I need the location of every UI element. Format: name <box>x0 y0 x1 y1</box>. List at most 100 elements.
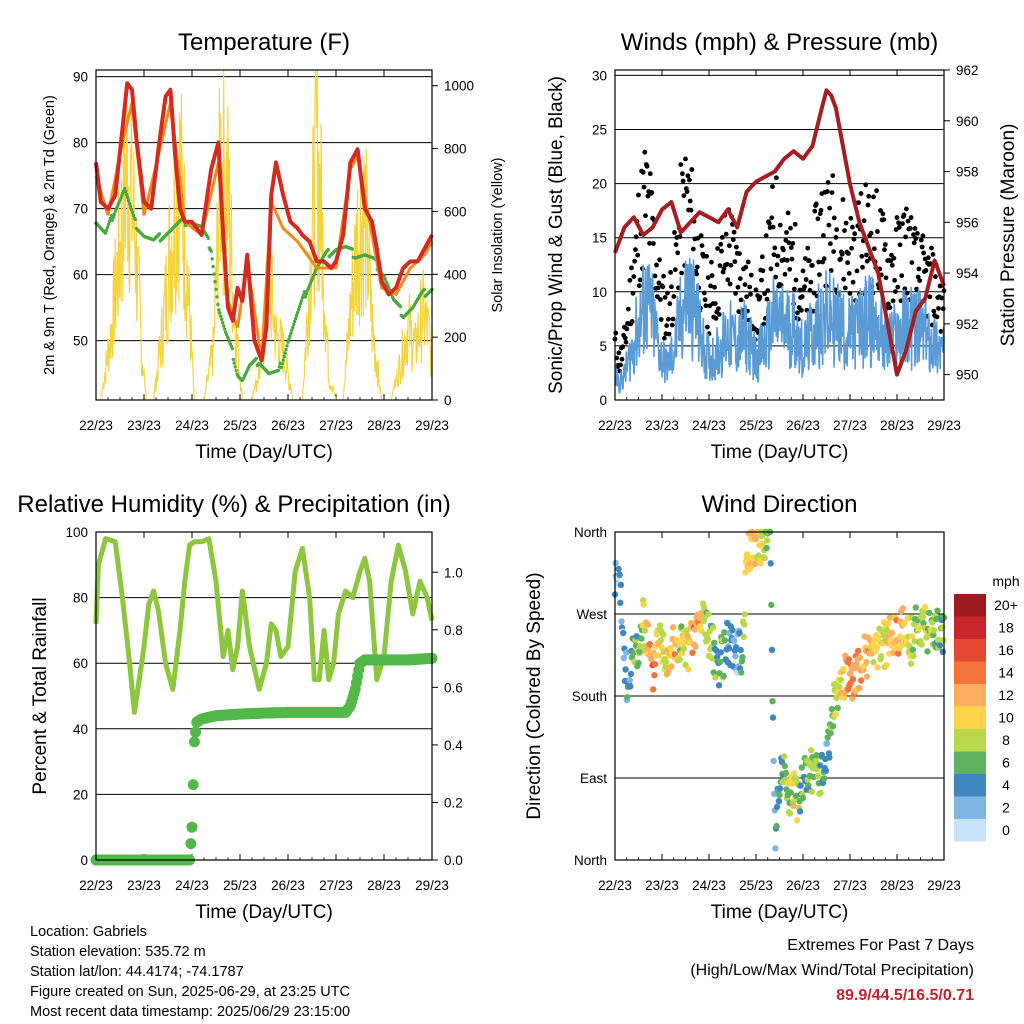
panel1-dewpoint-point <box>214 287 218 291</box>
panel2-gust-point <box>850 224 855 230</box>
panel1-series-temp9m <box>94 102 434 361</box>
panel2-gust-point <box>712 301 718 306</box>
panel2-gust-point <box>882 247 887 253</box>
panel4-direction-point <box>705 610 712 618</box>
panel4-direction-point <box>909 646 917 653</box>
panel1-dewpoint-point <box>291 325 295 330</box>
panel1-dewpoint-point <box>290 328 294 332</box>
panel4-direction-point <box>761 554 768 562</box>
panel2-gust-point <box>738 297 744 303</box>
panel1-dewpoint-point <box>219 314 223 318</box>
panel2-gust-point <box>636 192 641 198</box>
panel4-direction-point <box>849 676 857 683</box>
panel4-direction-point <box>651 672 658 679</box>
panel3-xtick-label: 29/23 <box>415 878 449 893</box>
panel2-gust-point <box>825 180 831 185</box>
panel2-gust-point <box>899 273 905 279</box>
panel2-gust-point <box>737 276 743 281</box>
panel2-gust-point <box>880 211 886 217</box>
panel1-dewpoint-point <box>299 299 304 303</box>
panel2-gust-point <box>900 221 905 227</box>
panel3-y2tick-label: 0.6 <box>444 680 463 695</box>
panel2-gust-point <box>665 290 670 296</box>
panel1-dewpoint-point <box>288 334 292 338</box>
panel2-gust-point <box>652 273 658 279</box>
panel2-gust-point <box>883 275 889 281</box>
panel2-gust-point <box>699 243 705 249</box>
panel1-dewpoint-point <box>276 368 281 373</box>
panel2-gust-point <box>826 222 832 228</box>
panel2-gust-point <box>687 177 692 183</box>
panel2-gust-point <box>748 272 754 278</box>
panel2-gust-point <box>616 350 622 356</box>
panel4-direction-point <box>644 621 652 628</box>
panel2-gust-point <box>689 167 695 172</box>
panel1-ytick-label: 90 <box>73 70 88 85</box>
panel1-dewpoint-point <box>206 236 210 240</box>
panel2-gust-point <box>747 284 753 290</box>
panel2-gust-point <box>775 253 781 259</box>
panel4-direction-point <box>828 705 835 713</box>
panel2-gust-point <box>805 245 811 251</box>
panel2-gust-point <box>679 270 684 276</box>
panel4-direction-point <box>856 654 864 661</box>
panel4-direction-point <box>710 669 717 676</box>
panel4-direction-point <box>770 757 777 765</box>
panel2-gust-point <box>728 262 734 268</box>
panel4-direction-point <box>636 648 643 655</box>
panel1-dewpoint-point <box>218 311 222 315</box>
panel2-gust-point <box>912 226 918 231</box>
panel2-y2tick-label: 962 <box>956 63 979 78</box>
panel2-gust-point <box>772 245 778 251</box>
panel2-gust-point <box>737 251 742 256</box>
panel2-gust-point <box>878 208 883 213</box>
panel4-direction-point <box>899 605 907 612</box>
panel3-series-humidity <box>93 536 435 715</box>
panel2-y2tick-label: 954 <box>956 266 979 281</box>
panel4-direction-point <box>717 649 724 656</box>
panel4-direction-point <box>622 666 629 673</box>
panel2-gust-point <box>782 271 788 277</box>
panel4-direction-point <box>617 599 624 606</box>
panel2-gust-point <box>764 296 770 302</box>
panel2-gust-point <box>684 189 690 195</box>
panel1-dewpoint-point <box>222 327 227 331</box>
panel2-gust-point <box>816 259 822 265</box>
panel4-direction-point <box>787 789 794 796</box>
panel3-xtick-label: 24/23 <box>175 878 209 893</box>
panel1-xtick-label: 24/23 <box>175 418 209 433</box>
panel4-legend-swatch <box>954 796 986 819</box>
panel1-dewpoint-point <box>233 365 237 369</box>
panel2-gust-point <box>893 289 898 294</box>
panel2-gust-point <box>940 306 946 312</box>
panel2-gust-point <box>785 210 791 216</box>
panel2-gust-point <box>641 184 647 190</box>
panel4-xtick-label: 22/23 <box>598 878 632 893</box>
panel2-gust-point <box>732 259 738 264</box>
panel2-gust-point <box>759 254 765 260</box>
panel4-legend-swatch <box>954 819 986 842</box>
panel2-gust-point <box>865 202 871 208</box>
panel4-direction-point <box>675 640 683 648</box>
panel4-direction-point <box>752 560 759 567</box>
panel2-gust-point <box>915 274 921 280</box>
panel2-gust-point <box>730 237 736 243</box>
panel2-gust-point <box>929 245 934 251</box>
panel2-gust-point <box>702 297 708 303</box>
panel4-direction-point <box>715 682 723 689</box>
panel4-legend-swatch <box>954 661 986 684</box>
panel2-gust-point <box>811 290 817 296</box>
panel2-gust-point <box>709 273 715 278</box>
panel4-direction-point <box>725 645 733 652</box>
panel1-dewpoint-point <box>127 201 132 206</box>
panel2-gust-point <box>861 218 867 224</box>
panel3-y2tick-label: 0.8 <box>444 623 463 638</box>
panel4-direction-point <box>939 648 946 655</box>
panel1-dewpoint-point <box>234 368 238 373</box>
panel4-direction-point <box>799 794 807 802</box>
panel2-gust-point <box>864 258 870 264</box>
panel2-gust-point <box>896 224 902 230</box>
panel2-gust-point <box>678 162 684 168</box>
panel1-dewpoint-point <box>105 225 110 229</box>
panel2-gust-point <box>698 233 704 239</box>
